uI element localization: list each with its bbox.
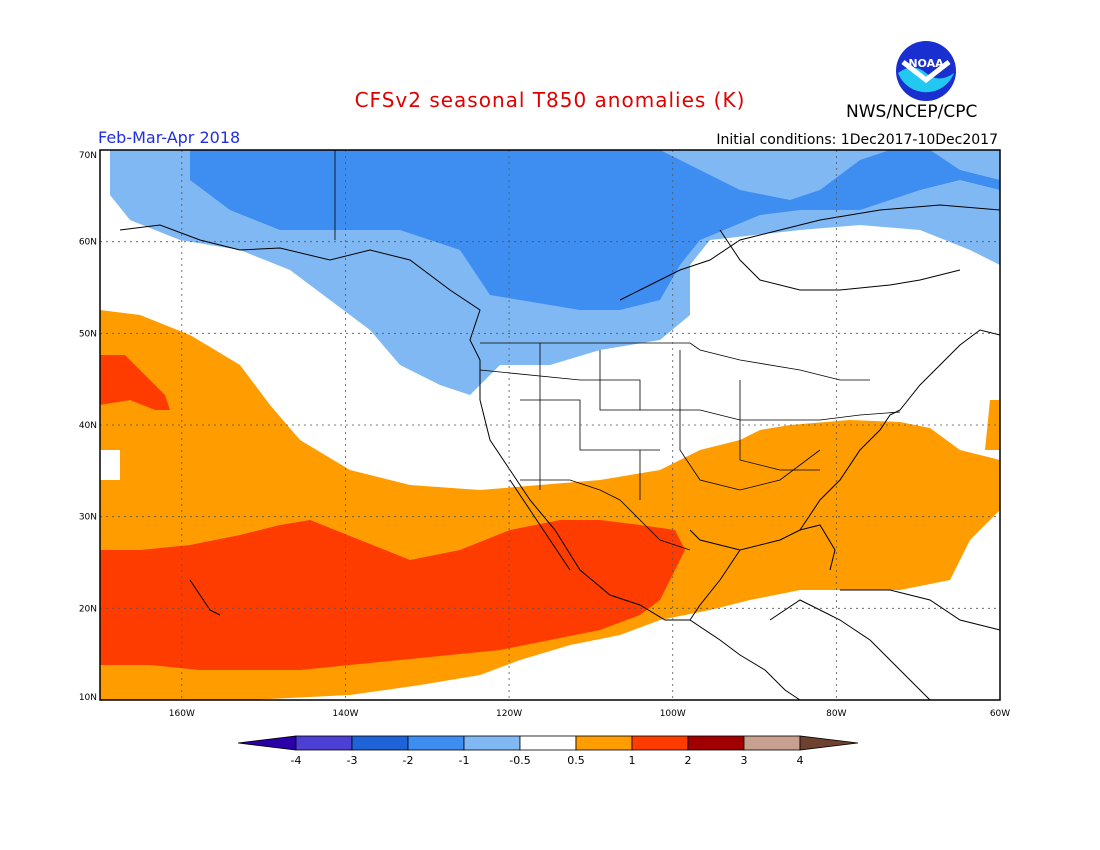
lon-tick-label: 120W [496,709,522,719]
agency-label: NWS/NCEP/CPC [846,102,978,122]
legend-tick-label: 2 [685,754,692,767]
warm-anomaly-core-west [100,355,170,410]
svg-text:NOAA: NOAA [908,57,944,70]
legend-color-swatch [799,735,859,751]
lat-tick-label: 10N [79,693,97,703]
lat-tick-label: 20N [79,604,97,614]
legend-color-swatch [463,735,521,751]
lat-tick-label: 50N [79,329,97,339]
axis-labels: 70N 60N 50N 40N 30N 20N 10N 160W 140W 120W 100W 80W… [79,151,1010,719]
warm-anomaly-core [100,520,685,670]
color-legend: -4 -3 -2 -1 -0.5 0.5 1 2 3 4 [238,735,859,767]
legend-color-swatch [575,735,633,751]
legend-tick-label: 1 [629,754,636,767]
cold-anomaly-region-east [930,150,1000,180]
map-frame [99,149,1001,701]
legend-tick-label: 3 [741,754,748,767]
lon-tick-label: 140W [332,709,358,719]
warm-anomaly-east-edge [985,400,1000,450]
anomaly-map: 70N 60N 50N 40N 30N 20N 10N 160W 140W 120W 100W 80W… [79,149,1010,719]
legend-color-swatch [407,735,465,751]
legend-color-swatch [519,735,577,751]
legend-color-swatch [743,735,801,751]
lon-tick-label: 80W [826,709,846,719]
legend-tick-label: 0.5 [567,754,585,767]
legend-tick-label: -4 [291,754,302,767]
lon-tick-label: 160W [169,709,195,719]
lat-tick-label: 60N [79,238,97,248]
legend-tick-label: -1 [459,754,470,767]
legend-color-swatch [238,735,297,751]
coastlines [119,204,1001,701]
legend-tick-label: 4 [797,754,804,767]
chart-title: CFSv2 seasonal T850 anomalies (K) [354,88,746,112]
legend-color-swatch [295,735,353,751]
initial-conditions: Initial conditions: 1Dec2017-10Dec2017 [716,132,998,148]
noaa-logo-icon: NOAA [896,41,956,101]
lat-tick-label: 70N [79,151,97,161]
lon-tick-label: 100W [660,709,686,719]
cold-anomaly-core [190,150,1000,310]
legend-tick-label: -3 [347,754,358,767]
legend-color-swatch [631,735,689,751]
legend-tick-label: -0.5 [509,754,530,767]
lat-tick-label: 40N [79,421,97,431]
legend-color-swatch [687,735,745,751]
borders [334,150,901,551]
forecast-period: Feb-Mar-Apr 2018 [98,128,241,147]
lat-tick-label: 30N [79,513,97,523]
legend-color-swatch [351,735,409,751]
lon-tick-label: 60W [990,709,1010,719]
legend-tick-label: -2 [403,754,414,767]
